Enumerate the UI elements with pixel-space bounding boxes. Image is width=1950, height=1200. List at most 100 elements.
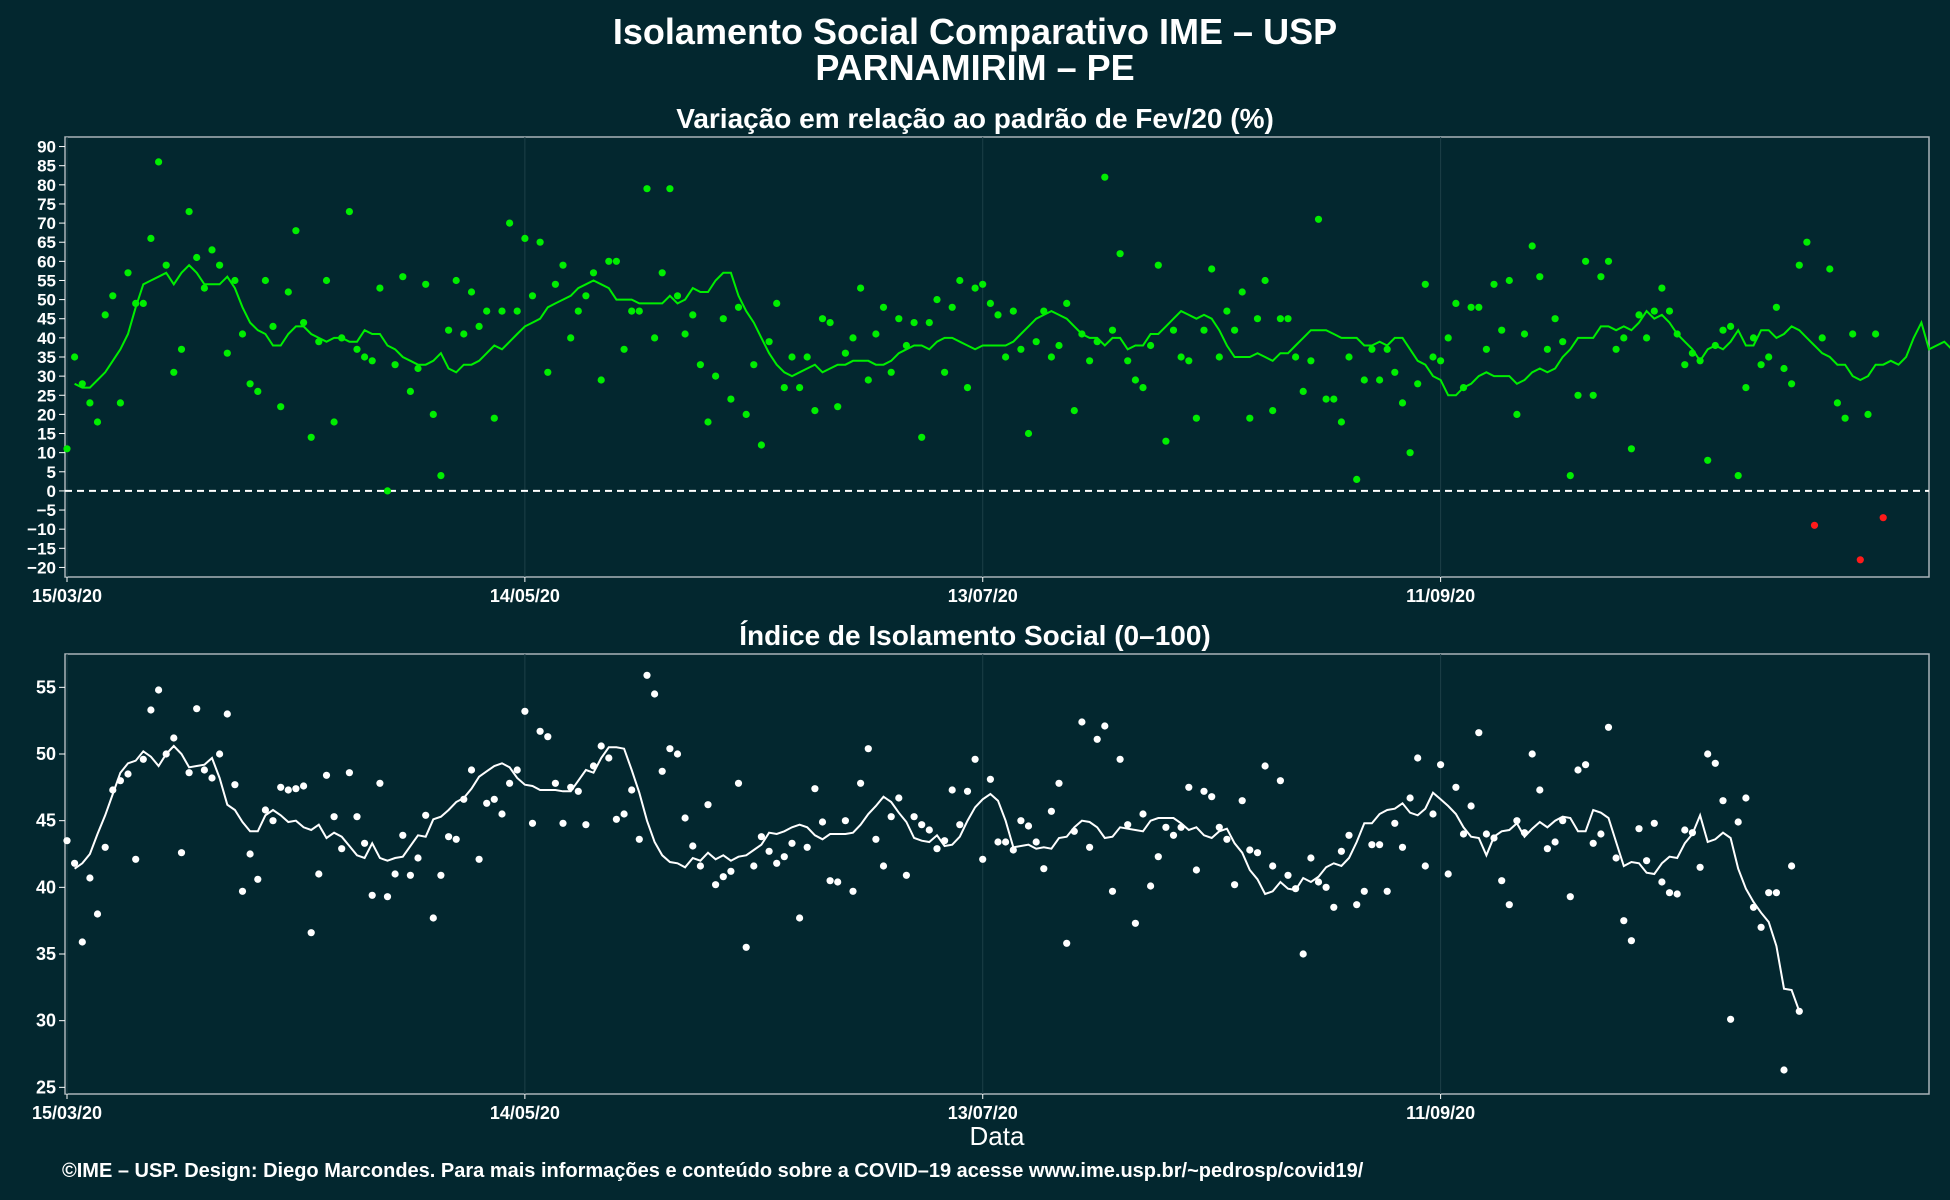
chart2-point <box>1520 829 1529 837</box>
chart1-point <box>1444 334 1452 342</box>
chart2-point <box>1566 893 1574 901</box>
chart1-panel <box>64 136 1930 578</box>
chart1-point <box>1742 384 1750 392</box>
chart1-point <box>1169 326 1178 334</box>
chart1-point <box>1238 288 1246 296</box>
chart2-point <box>1673 890 1681 898</box>
chart2-point <box>1719 797 1727 805</box>
chart2-point <box>277 783 285 791</box>
chart1-point <box>742 410 750 418</box>
chart1-point <box>551 280 560 288</box>
chart2-xtick-label-1: 14/05/20 <box>490 1103 560 1123</box>
chart1-point <box>1864 410 1872 418</box>
chart1-point <box>361 353 369 361</box>
chart1-point <box>1078 330 1086 338</box>
chart1-ytick-label-10: 40 <box>37 329 56 348</box>
chart1-point <box>101 311 109 319</box>
chart1-point <box>116 399 124 407</box>
chart1-point <box>223 349 231 357</box>
figure-title: Isolamento Social Comparativo IME – USP <box>613 11 1337 52</box>
chart2-trend-line <box>74 744 1801 1012</box>
chart1-point <box>1154 261 1162 269</box>
chart1-point <box>834 403 842 411</box>
chart1-point <box>1131 376 1139 384</box>
chart2-point <box>1528 750 1536 758</box>
chart1-point <box>338 334 346 342</box>
chart2-point <box>742 943 750 951</box>
chart1-point <box>1498 326 1506 334</box>
chart1-point <box>1536 273 1544 281</box>
chart1-point <box>1620 334 1628 342</box>
chart1-point <box>376 284 384 292</box>
chart1-xtick-label-3: 11/09/20 <box>1406 586 1475 606</box>
chart1-ytick-label-0: 90 <box>37 138 56 157</box>
chart1-trend-line <box>74 263 1950 397</box>
chart1-ytick-label-15: 15 <box>37 425 56 444</box>
chart1-point <box>506 219 514 227</box>
chart2-point <box>1253 849 1262 857</box>
chart2-point <box>116 777 124 785</box>
chart2-point <box>109 786 117 794</box>
chart1-point <box>1528 242 1536 250</box>
chart2-point <box>1772 889 1780 897</box>
chart1-point <box>1520 330 1529 338</box>
chart2-point <box>1276 777 1284 785</box>
chart1-point <box>1833 399 1841 407</box>
chart2-point <box>925 826 933 834</box>
chart1-point <box>1353 475 1361 483</box>
chart2-point <box>1536 786 1544 794</box>
chart1-point <box>155 158 163 166</box>
chart2-point <box>712 881 720 889</box>
chart1-point <box>1696 357 1704 365</box>
chart2-ytick-label-6: 25 <box>36 1077 56 1097</box>
chart1-point <box>963 384 972 392</box>
chart2-point <box>1467 802 1475 810</box>
chart1-point <box>1276 315 1284 323</box>
chart1-point <box>1749 334 1758 342</box>
chart2-point <box>1017 817 1025 825</box>
chart2-point <box>574 787 582 795</box>
chart2-point <box>1498 877 1506 885</box>
chart1-point <box>429 410 437 418</box>
chart2-point <box>177 849 186 857</box>
chart2-point <box>1513 817 1521 825</box>
chart1-point <box>1665 307 1674 315</box>
chart1-point <box>986 299 995 307</box>
chart2-point <box>1108 887 1117 895</box>
chart1-point <box>1551 315 1559 323</box>
chart1-point <box>1643 334 1651 342</box>
chart1-point <box>1452 299 1460 307</box>
chart1-point <box>818 315 827 323</box>
chart2-point <box>1131 919 1139 927</box>
chart1-ytick-label-5: 65 <box>37 233 56 252</box>
chart2-point <box>1635 825 1643 833</box>
chart2-point <box>612 815 621 823</box>
chart1-point <box>620 345 628 353</box>
chart1-point <box>1681 361 1689 369</box>
chart1-point <box>574 307 582 315</box>
chart1-point <box>1818 334 1826 342</box>
chart2-point <box>803 843 811 851</box>
chart2-point <box>986 775 995 783</box>
chart2-point <box>208 774 216 782</box>
chart1-point <box>879 303 888 311</box>
chart2-point <box>589 762 598 770</box>
chart1-point <box>1017 345 1025 353</box>
chart1-y-axis: 908580757065605550454035302520151050−5−1… <box>27 138 65 577</box>
chart2-point <box>567 783 575 791</box>
chart2-point <box>1208 793 1216 801</box>
chart2-point <box>719 873 727 881</box>
chart2-point <box>391 870 399 878</box>
chart1-point <box>162 261 170 269</box>
chart2-point <box>1383 887 1391 895</box>
chart1-point <box>1376 376 1384 384</box>
chart2-point <box>841 817 850 825</box>
chart2-point <box>1788 862 1796 870</box>
chart1-point <box>1856 556 1864 564</box>
chart2-point <box>1551 838 1559 846</box>
chart2-point <box>300 782 308 790</box>
chart1-ytick-label-9: 45 <box>37 310 56 329</box>
chart2-x-axis: 15/03/20 14/05/20 13/07/20 11/09/20 <box>32 1094 1475 1123</box>
chart1-point <box>1650 307 1658 315</box>
chart2-point <box>1032 838 1040 846</box>
